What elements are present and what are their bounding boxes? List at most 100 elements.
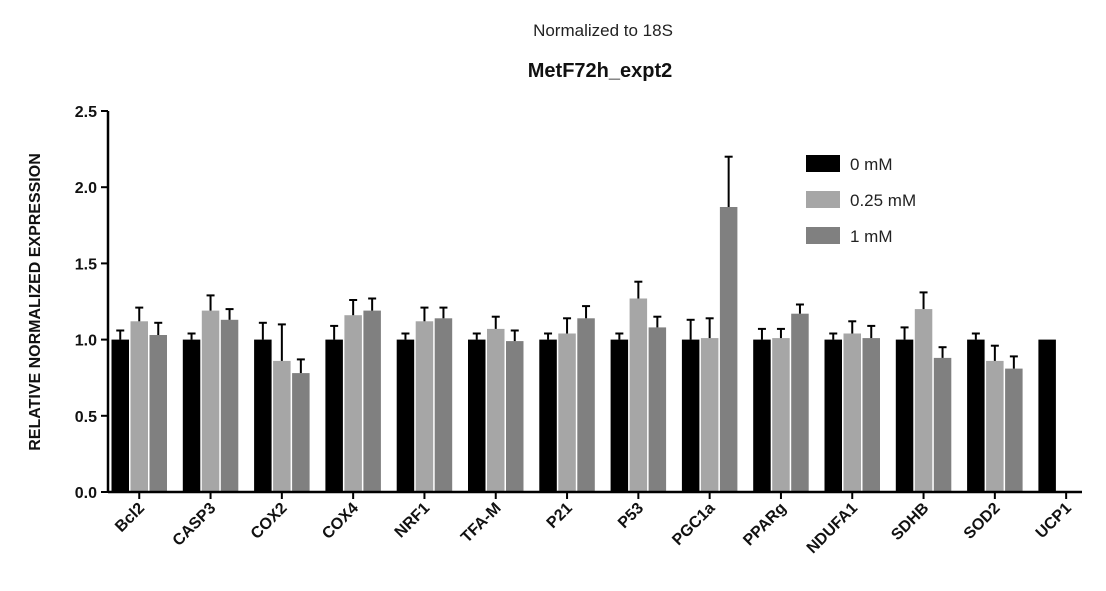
legend-swatch-1 [806, 191, 840, 208]
error-bar-bcl2-series-1 [135, 306, 144, 322]
error-bar-cox2-series-2 [296, 358, 305, 374]
error-bar-sod2-series-1 [990, 344, 999, 361]
error-bar-nrf1-series-2 [439, 306, 448, 319]
error-bar-cox4-series-0 [330, 324, 339, 340]
error-bar-sdhb-series-1 [919, 291, 928, 310]
legend-swatch-0 [806, 155, 840, 172]
bar-sdhb-series-1 [914, 309, 933, 492]
bar-p21-series-2 [577, 318, 595, 492]
bar-nrf1-series-0 [396, 339, 415, 492]
y-tick-label: 2.5 [75, 104, 97, 121]
error-bar-nrf1-series-0 [401, 332, 410, 340]
bar-cox2-series-1 [273, 360, 291, 492]
error-bar-tfa-m-series-0 [472, 332, 481, 340]
bar-ndufa1-series-2 [862, 338, 880, 492]
bar-pgc1a-series-1 [700, 338, 719, 492]
x-tick-label-casp3: CASP3 [170, 500, 220, 550]
bar-bcl2-series-0 [111, 339, 129, 492]
bar-p21-series-0 [539, 339, 557, 492]
error-bar-casp3-series-0 [187, 332, 196, 340]
error-bar-cox2-series-1 [277, 323, 286, 361]
y-tick-label: 1.0 [75, 333, 97, 350]
error-bar-p21-series-0 [544, 332, 553, 340]
x-tick-label-pparg: PPARg [740, 500, 790, 550]
legend-label-2: 1 mM [850, 227, 893, 246]
error-bar-p21-series-2 [582, 305, 591, 319]
x-tick-label-bcl2: Bcl2 [112, 500, 148, 536]
legend-label-1: 0.25 mM [850, 191, 916, 210]
x-tick-label-pgc1a: PGC1a [669, 500, 718, 549]
x-tick-label-p21: P21 [544, 500, 576, 532]
legend-swatch-2 [806, 227, 840, 244]
error-bar-bcl2-series-2 [154, 321, 163, 335]
bar-sod2-series-2 [1005, 368, 1023, 492]
error-bar-p53-series-2 [653, 315, 662, 328]
bar-pparg-series-0 [753, 339, 771, 492]
x-tick-label-sod2: SOD2 [961, 500, 1004, 543]
bar-casp3-series-0 [182, 339, 201, 492]
x-tick-label-p53: P53 [615, 500, 647, 532]
error-bar-ndufa1-series-2 [867, 324, 876, 339]
bar-cox4-series-1 [344, 315, 362, 492]
bar-pgc1a-series-2 [719, 207, 738, 492]
bar-sdhb-series-2 [933, 357, 952, 492]
error-bar-tfa-m-series-2 [510, 329, 519, 342]
x-tick-label-nrf1: NRF1 [392, 500, 434, 542]
y-tick-label: 1.5 [75, 256, 97, 273]
error-bar-casp3-series-2 [225, 308, 234, 320]
error-bar-pparg-series-2 [795, 303, 804, 314]
bar-pgc1a-series-0 [681, 339, 700, 492]
y-tick-label: 0.5 [75, 409, 97, 426]
error-bar-casp3-series-1 [206, 294, 215, 311]
error-bar-bcl2-series-0 [116, 329, 125, 340]
bar-tfa-m-series-0 [468, 339, 486, 492]
bar-cox4-series-2 [363, 310, 381, 492]
bar-pparg-series-2 [791, 313, 809, 492]
error-bar-nrf1-series-1 [420, 306, 429, 322]
bar-nrf1-series-1 [415, 321, 434, 492]
bar-tfa-m-series-1 [487, 328, 505, 492]
x-tick-label-cox2: COX2 [248, 500, 291, 543]
error-bar-cox2-series-0 [258, 321, 267, 340]
legend: 0 mM 0.25 mM 1 mM [806, 155, 916, 246]
bar-bcl2-series-1 [130, 321, 148, 492]
bar-p21-series-1 [558, 333, 576, 492]
chart-subtitle: Normalized to 18S [533, 21, 673, 40]
y-tick-label: 2.0 [75, 180, 97, 197]
bar-cox4-series-0 [325, 339, 343, 492]
error-bar-pgc1a-series-1 [705, 317, 714, 339]
error-bar-pparg-series-0 [757, 327, 766, 340]
bar-sdhb-series-0 [895, 339, 914, 492]
error-bar-sod2-series-2 [1009, 355, 1018, 369]
bar-sod2-series-1 [986, 360, 1004, 492]
error-bar-ndufa1-series-1 [848, 320, 857, 334]
error-bar-cox4-series-1 [349, 299, 358, 316]
bar-ndufa1-series-1 [843, 333, 861, 492]
bar-cox2-series-0 [254, 339, 272, 492]
x-tick-label-ucp1: UCP1 [1033, 500, 1075, 542]
bar-p53-series-0 [610, 339, 629, 492]
error-bar-sod2-series-0 [971, 332, 980, 340]
x-tick-label-sdhb: SDHB [888, 500, 932, 544]
bar-p53-series-2 [648, 327, 667, 492]
bar-sod2-series-0 [967, 339, 985, 492]
y-ticks: 0.0 0.5 1.0 1.5 2.0 2.5 [75, 104, 108, 502]
x-tick-label-ndufa1: NDUFA1 [804, 500, 861, 557]
error-bars [116, 155, 1018, 374]
bar-p53-series-1 [629, 298, 648, 492]
error-bar-pgc1a-series-0 [686, 318, 695, 340]
error-bar-tfa-m-series-1 [491, 315, 500, 329]
bars [111, 207, 1056, 492]
bar-ucp1-series-0 [1038, 339, 1056, 492]
bar-tfa-m-series-2 [506, 341, 524, 492]
legend-label-0: 0 mM [850, 155, 893, 174]
bar-bcl2-series-2 [149, 335, 167, 492]
chart-title: MetF72h_expt2 [528, 60, 673, 82]
error-bar-ndufa1-series-0 [829, 332, 838, 340]
x-ticks: Bcl2 CASP3 COX2 COX4 NRF1 TFA-M P21 P53 PGC1a PPA… [112, 492, 1075, 557]
bar-casp3-series-1 [201, 310, 220, 492]
error-bar-p21-series-1 [563, 317, 572, 334]
bar-pparg-series-1 [772, 338, 790, 492]
x-tick-label-cox4: COX4 [319, 500, 362, 543]
